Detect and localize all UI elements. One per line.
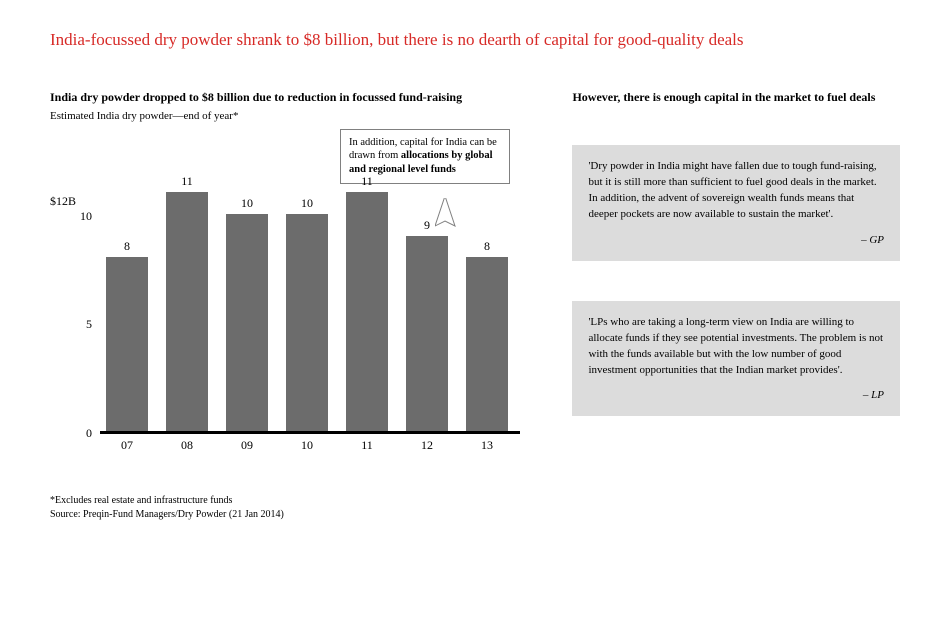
x-tick-label: 10: [286, 438, 328, 453]
quotes-title: However, there is enough capital in the …: [572, 90, 900, 105]
quote-box: 'Dry powder in India might have fallen d…: [572, 145, 900, 261]
chart-bar: 8: [466, 257, 508, 430]
x-tick-label: 13: [466, 438, 508, 453]
y-tick-label: 5: [72, 317, 92, 332]
bar-value-label: 9: [406, 218, 448, 233]
quote-text: 'Dry powder in India might have fallen d…: [588, 159, 884, 223]
quotes-column: However, there is enough capital in the …: [572, 90, 900, 522]
quote-attribution: – GP: [588, 233, 884, 249]
chart-bar: 10: [226, 214, 268, 431]
bar-value-label: 10: [226, 196, 268, 211]
chart-bar: 11: [166, 192, 208, 430]
quote-box: 'LPs who are taking a long-term view on …: [572, 301, 900, 417]
chart-column: India dry powder dropped to $8 billion d…: [50, 90, 512, 522]
bar-value-label: 10: [286, 196, 328, 211]
y-tick-label: 0: [72, 426, 92, 441]
x-tick-label: 08: [166, 438, 208, 453]
bar-plot: 8071108100910101111912813: [100, 174, 520, 434]
quote-text: 'LPs who are taking a long-term view on …: [588, 315, 884, 379]
footnote-line: *Excludes real estate and infrastructure…: [50, 494, 512, 508]
footnote-line: Source: Preqin-Fund Managers/Dry Powder …: [50, 508, 512, 522]
chart-subtitle: Estimated India dry powder—end of year*: [50, 110, 512, 122]
chart-footnote: *Excludes real estate and infrastructure…: [50, 494, 512, 522]
bar-value-label: 8: [106, 239, 148, 254]
quote-attribution: – LP: [588, 388, 884, 404]
page-title: India-focussed dry powder shrank to $8 b…: [50, 30, 900, 50]
x-tick-label: 11: [346, 438, 388, 453]
bar-value-label: 8: [466, 239, 508, 254]
chart-bar: 8: [106, 257, 148, 430]
x-tick-label: 07: [106, 438, 148, 453]
y-axis-top-label: $12B: [50, 194, 76, 209]
chart-bar: 11: [346, 192, 388, 430]
bar-value-label: 11: [346, 174, 388, 189]
chart-bar: 10: [286, 214, 328, 431]
content-row: India dry powder dropped to $8 billion d…: [50, 90, 900, 522]
bar-value-label: 11: [166, 174, 208, 189]
chart-bar: 9: [406, 236, 448, 431]
chart-title: India dry powder dropped to $8 billion d…: [50, 90, 512, 106]
chart-area: $12B In addition, capital for India can …: [50, 134, 512, 464]
x-tick-label: 12: [406, 438, 448, 453]
y-tick-label: 10: [72, 209, 92, 224]
x-tick-label: 09: [226, 438, 268, 453]
